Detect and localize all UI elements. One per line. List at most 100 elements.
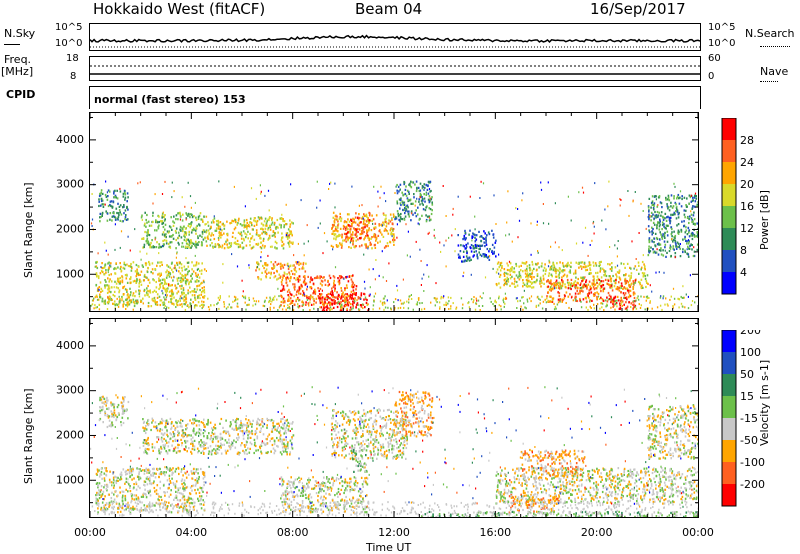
velocity-cell [103, 397, 106, 400]
power-cell [603, 269, 605, 272]
power-cell [659, 201, 662, 204]
power-cell [253, 224, 256, 227]
power-cell [686, 216, 689, 219]
power-cell [189, 305, 191, 308]
velocity-cell [106, 470, 108, 473]
power-cell [516, 307, 518, 309]
velocity-cell [103, 402, 106, 405]
power-cell [561, 279, 563, 282]
velocity-cell [96, 498, 99, 501]
power-cell [176, 277, 179, 280]
power-cell [357, 216, 359, 219]
velocity-cell [174, 483, 177, 486]
power-cell [345, 296, 347, 299]
power-cell [685, 205, 688, 208]
power-cell [223, 303, 225, 306]
power-cell [147, 220, 150, 223]
power-cell [190, 206, 192, 209]
power-cell [648, 218, 650, 221]
power-cell [99, 296, 102, 299]
power-cell [665, 227, 667, 230]
velocity-cell [100, 508, 102, 511]
power-cell [100, 215, 102, 219]
power-cell [443, 295, 445, 298]
power-cell [190, 213, 192, 216]
power-cell [414, 183, 416, 186]
power-cell [232, 220, 235, 223]
power-cell [685, 204, 687, 207]
power-cell [618, 271, 620, 274]
power-cell [265, 268, 268, 271]
power-cell [129, 301, 132, 304]
power-cell [530, 222, 532, 225]
power-cell [169, 284, 172, 287]
power-cell [123, 300, 125, 303]
power-cell [526, 298, 528, 301]
power-cell [596, 271, 599, 274]
power-cell [274, 261, 277, 264]
velocity-cell [145, 493, 147, 496]
power-cell [193, 288, 196, 291]
power-cell [385, 225, 388, 228]
power-cell [304, 270, 307, 273]
power-cell [274, 295, 276, 298]
power-cell [680, 205, 683, 208]
power-cell [467, 302, 469, 305]
power-cell [348, 275, 351, 278]
power-cell [687, 307, 690, 310]
power-cell [282, 276, 284, 279]
power-cell [639, 281, 641, 285]
power-cell [306, 285, 308, 288]
power-cell [614, 244, 616, 247]
power-cell [148, 224, 151, 227]
power-cell [640, 304, 642, 307]
power-cell [319, 301, 322, 304]
power-cell [185, 278, 188, 281]
velocity-cell [98, 493, 101, 496]
power-cell [207, 224, 210, 227]
power-cell [652, 213, 654, 216]
power-cell [190, 298, 192, 301]
power-cell [225, 240, 227, 243]
power-cell [183, 245, 185, 248]
velocity-cell [130, 493, 133, 496]
power-cell [641, 272, 644, 275]
power-cell [558, 281, 561, 284]
power-cell [248, 296, 250, 299]
power-cell [288, 234, 290, 237]
power-cell [143, 245, 145, 249]
power-cell [682, 305, 684, 308]
power-cell [125, 218, 128, 221]
power-cell [333, 301, 336, 304]
power-cell [349, 295, 352, 298]
velocity-cell [113, 498, 116, 501]
power-cell [553, 302, 555, 305]
power-cell [509, 273, 512, 276]
power-cell [231, 235, 234, 238]
power-cell [283, 263, 286, 266]
power-cell [615, 279, 617, 282]
power-cell [621, 300, 624, 303]
power-cell [290, 241, 292, 244]
power-cell [429, 208, 432, 211]
power-cell [589, 267, 591, 270]
power-cell [126, 200, 128, 203]
power-cell [185, 233, 187, 236]
power-cell [465, 243, 467, 246]
velocity-cell [123, 408, 125, 411]
velocity-cell [97, 507, 99, 510]
power-cell [673, 303, 676, 306]
power-cell [608, 283, 610, 286]
power-cell [198, 276, 201, 279]
power-cell [431, 196, 433, 199]
velocity-cell [169, 481, 172, 484]
power-cell [369, 293, 371, 296]
power-cell [604, 278, 607, 281]
power-cell [378, 230, 381, 233]
power-cell [338, 275, 341, 278]
power-cell [106, 308, 109, 310]
power-cell [550, 300, 552, 303]
power-cell [146, 276, 148, 279]
power-cell [356, 223, 359, 226]
power-cell [540, 188, 543, 191]
